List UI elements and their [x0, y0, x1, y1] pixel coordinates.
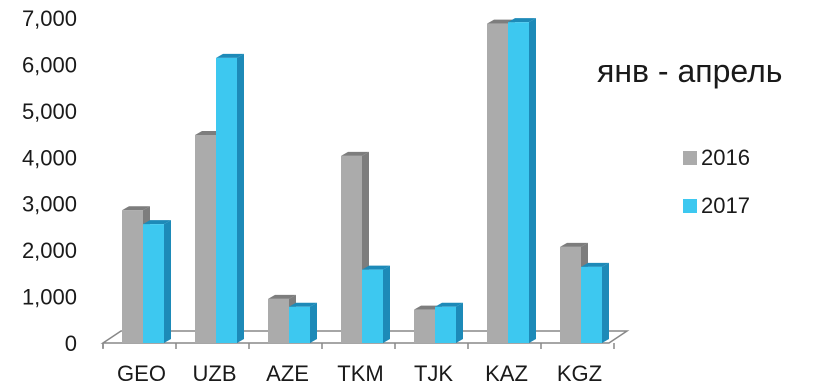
x-tick-label: GEO [117, 361, 166, 385]
y-tick-label: 3,000 [22, 192, 77, 217]
x-axis-category-labels: GEO UZB AZE TKM TJK KAZ KGZ [117, 361, 602, 385]
bar-tjk-2017 [435, 302, 463, 343]
x-tick-label: KAZ [485, 361, 528, 385]
legend-label: 2017 [701, 193, 750, 218]
y-tick-label: 7,000 [22, 6, 77, 31]
legend-item-2016: 2016 [683, 145, 750, 170]
y-tick-label: 6,000 [22, 52, 77, 77]
x-tick-label: AZE [266, 361, 309, 385]
chart-annotation: янв - апрель [597, 53, 782, 89]
bar-aze-2017 [289, 302, 317, 343]
chart-bars [122, 18, 609, 344]
bar-uzb-2017 [216, 53, 244, 344]
bar-tkm-2017 [362, 265, 390, 343]
legend: 2016 2017 [683, 145, 750, 218]
bar-kgz-2017 [581, 262, 609, 343]
legend-item-2017: 2017 [683, 193, 750, 218]
bar-geo-2017 [143, 220, 171, 343]
y-tick-label: 0 [65, 331, 77, 356]
legend-swatch [683, 151, 697, 165]
y-tick-label: 4,000 [22, 145, 77, 170]
y-tick-label: 2,000 [22, 238, 77, 263]
bar-kaz-2017 [508, 18, 536, 344]
legend-swatch [683, 199, 697, 213]
x-tick-label: TJK [414, 361, 453, 385]
y-axis-tick-labels: 0 1,000 2,000 3,000 4,000 5,000 6,000 7,000 [22, 6, 77, 356]
legend-label: 2016 [701, 145, 750, 170]
y-tick-label: 1,000 [22, 285, 77, 310]
x-tick-label: UZB [193, 361, 237, 385]
x-tick-label: TKM [337, 361, 383, 385]
x-tick-label: KGZ [557, 361, 602, 385]
y-tick-label: 5,000 [22, 99, 77, 124]
